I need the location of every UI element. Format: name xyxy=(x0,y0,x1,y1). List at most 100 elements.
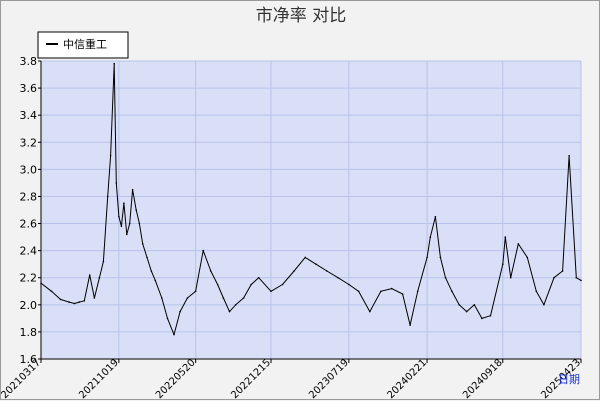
data-point xyxy=(161,297,163,299)
data-point xyxy=(131,188,134,191)
data-point xyxy=(73,302,76,305)
data-point xyxy=(128,222,131,225)
data-point xyxy=(257,276,260,279)
legend: 中信重工 xyxy=(37,31,129,59)
data-point xyxy=(106,195,109,198)
data-point xyxy=(216,283,219,286)
data-point xyxy=(281,283,284,286)
data-point xyxy=(568,155,570,157)
data-point xyxy=(118,216,120,218)
y-tick-label: 1.8 xyxy=(20,326,38,339)
data-point xyxy=(504,236,507,238)
data-point xyxy=(146,256,148,259)
data-point xyxy=(242,297,245,299)
data-point xyxy=(502,263,504,266)
data-point xyxy=(426,256,428,259)
data-point xyxy=(250,283,252,286)
data-point xyxy=(575,276,578,279)
x-axis-label: 日期 xyxy=(558,373,580,386)
data-point xyxy=(369,310,371,313)
y-tick-label: 3.4 xyxy=(20,109,38,122)
data-point xyxy=(123,202,125,204)
data-point xyxy=(68,301,70,303)
data-point xyxy=(434,216,437,218)
y-tick-label: 3.6 xyxy=(20,82,38,95)
data-point xyxy=(444,276,447,279)
x-tick-label: 20211019 xyxy=(77,357,121,401)
data-point xyxy=(78,301,80,303)
data-point xyxy=(293,270,295,272)
data-point xyxy=(315,263,317,266)
data-point xyxy=(357,290,360,293)
data-point xyxy=(270,290,272,293)
legend-label: 中信重工 xyxy=(63,37,107,51)
data-point xyxy=(234,304,237,306)
y-tick-label: 3.8 xyxy=(20,55,38,68)
data-point xyxy=(561,270,564,272)
data-point xyxy=(390,287,393,290)
data-point xyxy=(228,310,231,313)
data-point xyxy=(222,297,225,299)
x-tick-label: 20240918 xyxy=(461,357,505,401)
data-point xyxy=(154,279,157,282)
data-point xyxy=(102,260,105,263)
data-point xyxy=(40,282,42,284)
y-tick-label: 2.0 xyxy=(20,299,38,312)
data-point xyxy=(113,62,115,65)
plot-area xyxy=(41,61,581,359)
data-point xyxy=(580,279,582,282)
data-point xyxy=(120,225,123,228)
data-point xyxy=(517,243,520,245)
data-point xyxy=(166,317,169,320)
data-point xyxy=(179,310,181,313)
y-tick-label: 2.4 xyxy=(20,245,38,258)
data-point xyxy=(50,290,53,293)
x-tick-label: 20240221 xyxy=(385,357,429,401)
data-point xyxy=(210,270,212,272)
data-point xyxy=(465,310,468,313)
data-point xyxy=(304,256,307,259)
data-point xyxy=(380,290,382,293)
data-point xyxy=(326,270,328,272)
y-tick-label: 3.0 xyxy=(20,163,38,176)
data-point xyxy=(553,276,555,279)
data-point xyxy=(429,236,432,238)
series-line xyxy=(40,63,582,336)
data-point xyxy=(473,304,476,306)
data-point xyxy=(439,256,442,259)
data-point xyxy=(543,304,545,306)
data-point xyxy=(202,249,204,252)
y-tick-label: 2.2 xyxy=(20,272,38,285)
data-point xyxy=(409,324,411,326)
data-point xyxy=(150,270,153,272)
data-point xyxy=(109,155,112,157)
data-point xyxy=(526,256,529,259)
data-point xyxy=(348,283,350,286)
data-point xyxy=(138,222,141,225)
data-point xyxy=(194,290,197,293)
data-point xyxy=(535,290,538,293)
data-point xyxy=(458,304,461,306)
data-point xyxy=(489,314,492,317)
x-tick-label: 20221215 xyxy=(229,357,273,401)
y-tick-label: 3.2 xyxy=(20,136,38,149)
data-point xyxy=(481,317,483,320)
x-tick-label: 20230719 xyxy=(307,357,351,401)
data-point xyxy=(401,293,404,295)
series-layer xyxy=(40,62,582,336)
y-tick-label: 1.6 xyxy=(20,353,38,366)
data-point xyxy=(416,290,419,293)
data-point xyxy=(173,333,175,336)
x-tick-label: 20220520 xyxy=(154,357,198,401)
data-point xyxy=(115,182,118,184)
data-point xyxy=(88,274,91,276)
data-point xyxy=(93,297,96,299)
data-point xyxy=(83,300,86,302)
data-point xyxy=(337,276,339,279)
data-point xyxy=(59,298,62,301)
data-point xyxy=(509,276,512,279)
chart-title: 市净率 对比 xyxy=(256,6,346,26)
data-point xyxy=(135,209,137,211)
